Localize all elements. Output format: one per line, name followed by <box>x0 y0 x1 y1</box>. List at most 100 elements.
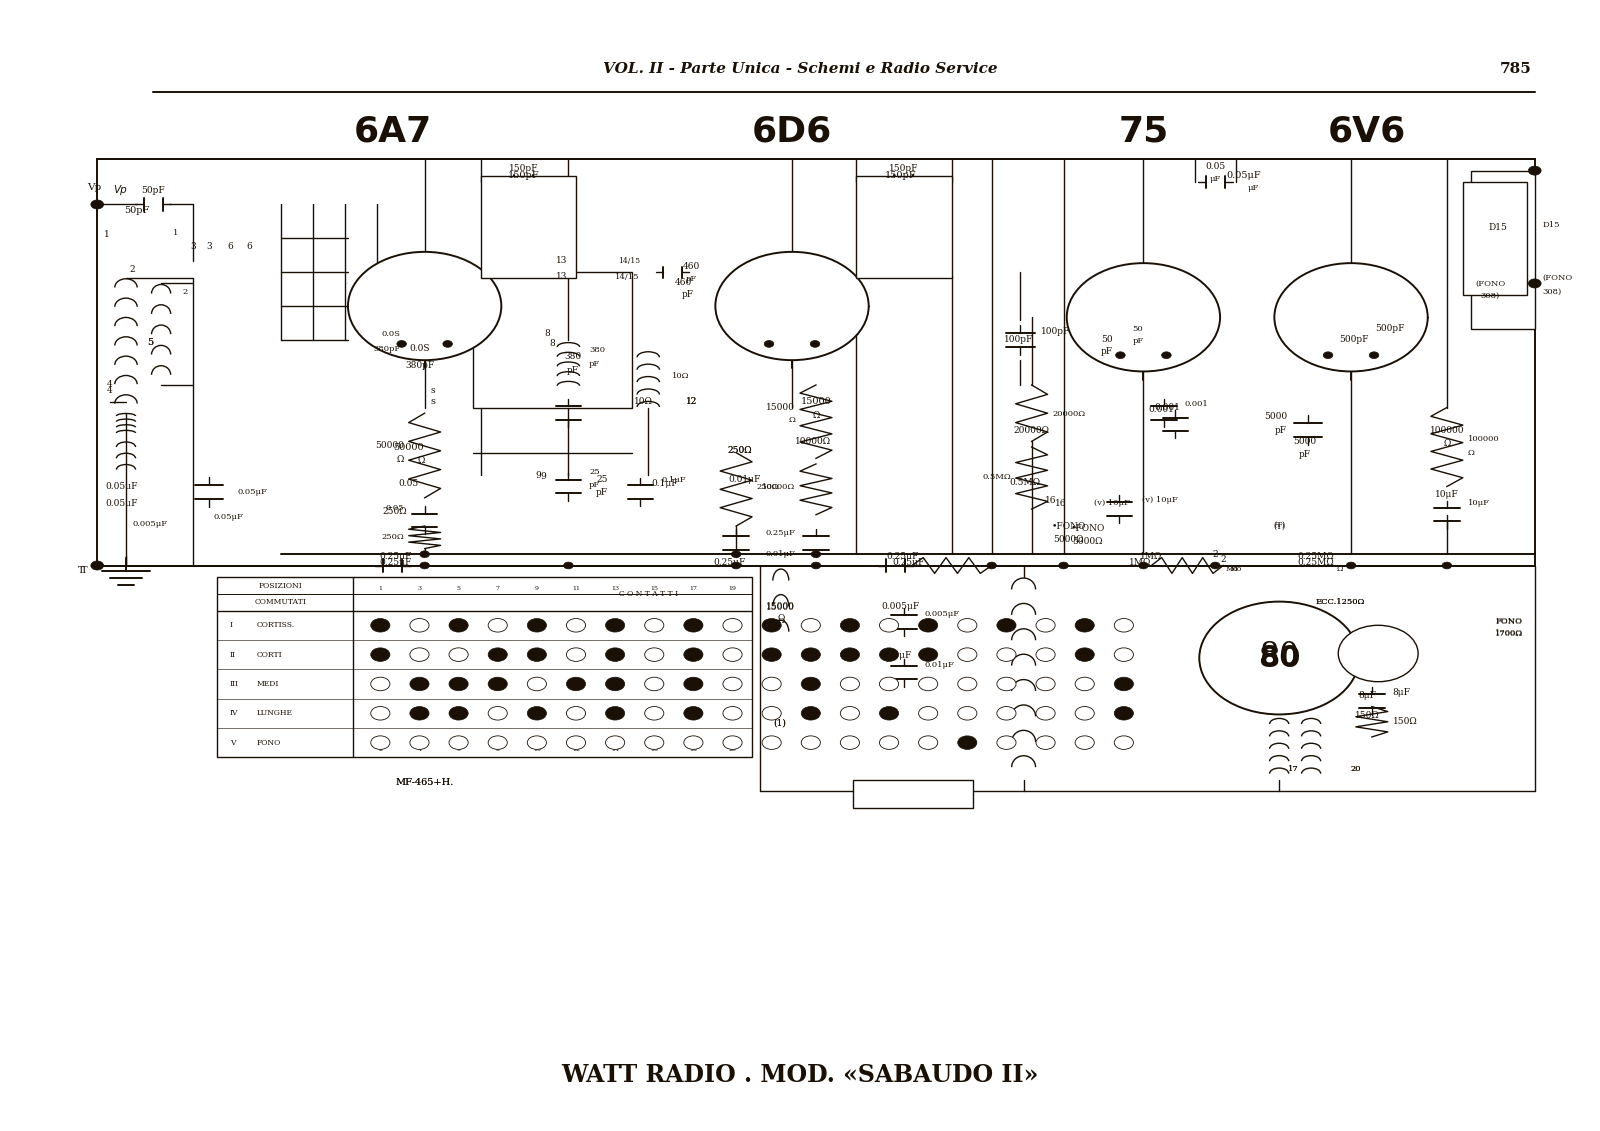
Text: Vp: Vp <box>86 183 101 192</box>
Text: 0.25μF: 0.25μF <box>765 529 795 537</box>
Text: 6A7: 6A7 <box>354 114 432 148</box>
Text: 0.25μF: 0.25μF <box>714 558 746 567</box>
Text: WATT RADIO . MOD. «SABAUDO II»: WATT RADIO . MOD. «SABAUDO II» <box>562 1063 1038 1087</box>
Text: 16: 16 <box>1045 495 1056 504</box>
Circle shape <box>723 619 742 632</box>
Text: 17: 17 <box>1288 765 1299 772</box>
Circle shape <box>762 619 781 632</box>
Text: pF: pF <box>1133 337 1144 345</box>
Text: 0.005μF: 0.005μF <box>133 520 168 528</box>
Text: 1: 1 <box>104 231 110 240</box>
Text: 0.01μF: 0.01μF <box>765 550 795 559</box>
Text: 15000: 15000 <box>766 403 795 412</box>
Text: T: T <box>78 566 85 575</box>
Text: 0.05: 0.05 <box>398 478 419 487</box>
Text: 80: 80 <box>1259 640 1299 672</box>
Text: 0.001: 0.001 <box>1186 400 1208 408</box>
Circle shape <box>450 677 469 691</box>
Text: (1): (1) <box>773 719 786 728</box>
Text: 150Ω: 150Ω <box>1355 711 1379 720</box>
Text: 380pF: 380pF <box>405 361 435 370</box>
Text: 20: 20 <box>728 746 736 752</box>
Circle shape <box>880 619 899 632</box>
Text: 25: 25 <box>597 475 608 484</box>
Text: pF: pF <box>686 275 698 283</box>
Text: 3: 3 <box>418 586 421 590</box>
Text: 10: 10 <box>533 746 541 752</box>
Text: 0.0S: 0.0S <box>382 330 400 338</box>
Circle shape <box>371 707 390 720</box>
Circle shape <box>1075 736 1094 750</box>
Text: 0.005μF: 0.005μF <box>882 602 920 611</box>
Circle shape <box>1115 352 1125 359</box>
Circle shape <box>1162 352 1171 359</box>
Text: 2: 2 <box>182 288 187 296</box>
Text: 308): 308) <box>1480 292 1499 300</box>
Text: FONO: FONO <box>258 739 282 746</box>
Text: D15: D15 <box>1542 221 1560 228</box>
Text: 0.25μF: 0.25μF <box>379 558 413 567</box>
Circle shape <box>371 677 390 691</box>
Circle shape <box>645 736 664 750</box>
Text: 0.1μF: 0.1μF <box>661 476 686 484</box>
Text: CORTISS.: CORTISS. <box>258 621 294 629</box>
Circle shape <box>958 648 978 662</box>
Bar <box>472 273 632 407</box>
Text: •FONO: •FONO <box>1051 521 1085 530</box>
Text: Ω: Ω <box>418 456 426 465</box>
Text: ECC.1250Ω: ECC.1250Ω <box>1315 597 1365 605</box>
Text: μF: μF <box>1210 174 1221 182</box>
Circle shape <box>1075 619 1094 632</box>
Text: 50pF: 50pF <box>125 206 150 215</box>
Text: 18: 18 <box>690 746 698 752</box>
Text: 5: 5 <box>456 586 461 590</box>
Circle shape <box>1338 625 1418 682</box>
Text: 6: 6 <box>246 242 251 251</box>
Text: Vp: Vp <box>114 184 126 195</box>
Circle shape <box>605 648 624 662</box>
Text: pF: pF <box>589 360 600 368</box>
Circle shape <box>419 551 429 558</box>
Circle shape <box>918 619 938 632</box>
Text: 0.05: 0.05 <box>386 504 403 512</box>
Circle shape <box>645 619 664 632</box>
Text: 1700Ω: 1700Ω <box>1494 630 1523 638</box>
Text: 17: 17 <box>1288 765 1299 772</box>
Text: 6: 6 <box>456 746 461 752</box>
Circle shape <box>1114 648 1133 662</box>
Text: pF: pF <box>1101 346 1112 355</box>
Text: 150Ω: 150Ω <box>1392 717 1418 726</box>
Text: 11: 11 <box>571 586 579 590</box>
Text: 1MΩ: 1MΩ <box>1130 558 1152 567</box>
Circle shape <box>566 619 586 632</box>
Text: 4: 4 <box>107 386 114 395</box>
Text: 0.001: 0.001 <box>1149 405 1174 414</box>
Text: 15000: 15000 <box>800 397 832 406</box>
Bar <box>856 176 952 278</box>
Text: 7: 7 <box>496 586 499 590</box>
Text: 100pF: 100pF <box>1042 328 1070 336</box>
Text: 250Ω: 250Ω <box>726 446 752 455</box>
Circle shape <box>645 707 664 720</box>
Circle shape <box>410 648 429 662</box>
Text: 10Ω: 10Ω <box>634 397 653 406</box>
Text: VOL. II - Parte Unica - Schemi e Radio Service: VOL. II - Parte Unica - Schemi e Radio S… <box>603 62 997 76</box>
Text: 460: 460 <box>675 278 693 287</box>
Text: Ω: Ω <box>1467 449 1475 457</box>
Text: 0.25MΩ: 0.25MΩ <box>1298 558 1334 567</box>
Circle shape <box>811 562 821 569</box>
Circle shape <box>1035 648 1054 662</box>
Circle shape <box>645 648 664 662</box>
Text: 0.05μF: 0.05μF <box>238 489 267 497</box>
Text: 10μF: 10μF <box>1467 500 1490 508</box>
Text: 4: 4 <box>107 380 114 389</box>
Circle shape <box>840 677 859 691</box>
Text: 12: 12 <box>686 397 698 406</box>
Text: 50: 50 <box>1133 325 1142 333</box>
Text: 14/15: 14/15 <box>618 257 640 265</box>
Circle shape <box>347 252 501 360</box>
Text: 1: 1 <box>378 586 382 590</box>
Text: 20: 20 <box>1350 765 1362 772</box>
Circle shape <box>1114 677 1133 691</box>
Text: 5000Ω: 5000Ω <box>1072 537 1102 546</box>
